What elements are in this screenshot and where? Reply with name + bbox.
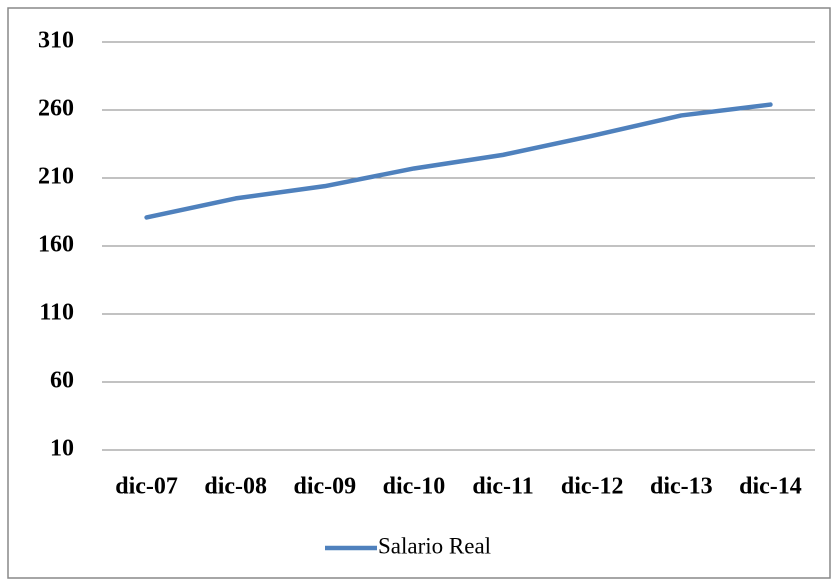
- x-tick-label: dic-11: [472, 474, 533, 500]
- data-line: [144, 102, 773, 220]
- x-tick-label: dic-10: [383, 474, 446, 500]
- x-tick-label: dic-07: [115, 474, 178, 500]
- y-tick-label: 260: [38, 96, 74, 122]
- y-tick-label: 110: [39, 300, 74, 326]
- y-tick-label: 310: [38, 28, 74, 54]
- y-tick-label: 60: [50, 368, 74, 394]
- x-tick-label: dic-08: [204, 474, 267, 500]
- y-tick-label: 210: [38, 164, 74, 190]
- x-tick-label: dic-09: [293, 474, 356, 500]
- x-tick-label: dic-12: [561, 474, 624, 500]
- legend-label: Salario Real: [378, 533, 491, 558]
- x-tick-label: dic-14: [739, 474, 802, 500]
- y-tick-label: 160: [38, 232, 74, 258]
- chart-frame: [7, 7, 831, 579]
- x-tick-label: dic-13: [650, 474, 713, 500]
- y-tick-label: 10: [50, 436, 74, 462]
